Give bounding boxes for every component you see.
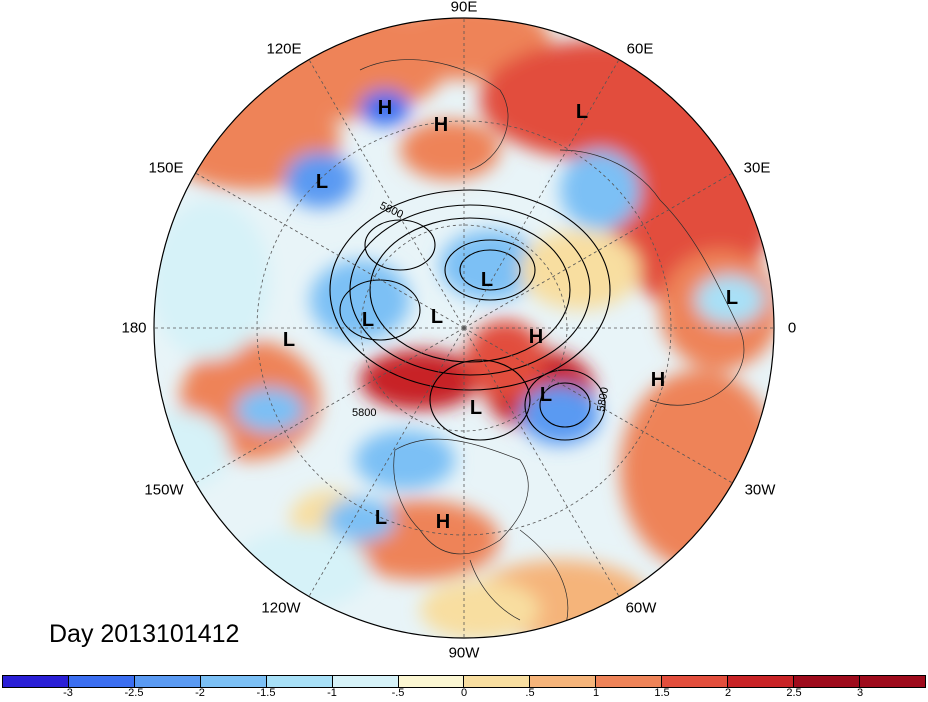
colorbar-tick-label: 0 — [460, 687, 468, 699]
colorbar-swatch — [596, 676, 663, 687]
anomaly-blob — [360, 90, 410, 126]
height-contour — [524, 369, 606, 441]
day-label: Day 2013101412 — [49, 620, 240, 648]
colorbar-swatch — [68, 676, 135, 687]
colorbar-tick-label: .5 — [525, 687, 535, 699]
high-pressure-marker: H — [378, 97, 392, 119]
anomaly-blob — [440, 230, 540, 300]
colorbar-swatch — [794, 676, 860, 687]
lon-label-0: 0 — [787, 319, 797, 337]
low-pressure-marker: L — [576, 101, 588, 123]
colorbar-tick-label: -2 — [195, 687, 205, 699]
lon-label-60w: 60W — [625, 599, 657, 617]
colorbar-swatch — [3, 676, 69, 687]
colorbar-swatch — [398, 676, 465, 687]
anomaly-blob — [520, 230, 640, 310]
colorbar-tick-label: -1 — [327, 687, 337, 699]
high-pressure-marker: H — [529, 326, 543, 348]
low-pressure-marker: L — [375, 507, 387, 529]
lon-label-30e: 30E — [743, 159, 771, 177]
anomaly-blob — [360, 350, 480, 410]
height-contour — [459, 249, 521, 291]
anomaly-blob — [420, 580, 540, 638]
anomaly-blob — [154, 200, 270, 360]
lon-label-150e: 150E — [148, 159, 184, 177]
longitude-line — [463, 327, 620, 597]
height-contour — [369, 217, 571, 363]
colorbar-tick-label: -.5 — [391, 687, 405, 699]
longitude-line — [195, 327, 465, 484]
colorbar-swatch — [266, 676, 333, 687]
longitude-line — [463, 172, 733, 329]
longitude-line — [308, 59, 465, 329]
anomaly-blob — [695, 275, 765, 325]
high-pressure-marker: H — [651, 369, 665, 391]
anomaly-blob — [355, 430, 455, 490]
low-pressure-marker: L — [431, 306, 443, 328]
colorbar-swatch — [332, 676, 399, 687]
colorbar-tick-label: -2.5 — [124, 687, 144, 699]
anomaly-blob — [325, 498, 395, 542]
anomaly-blob — [230, 530, 370, 610]
low-pressure-marker: L — [481, 269, 493, 291]
colorbar-swatch — [464, 676, 531, 687]
colorbar-tick-label: 1 — [592, 687, 600, 699]
map-boundary — [153, 17, 775, 639]
low-pressure-marker: L — [470, 397, 482, 419]
low-pressure-marker: L — [316, 171, 328, 193]
contour-label: 5800 — [595, 386, 611, 412]
height-contour — [329, 189, 611, 391]
anomaly-blob — [560, 150, 640, 230]
low-pressure-marker: L — [726, 287, 738, 309]
anomaly-blob — [154, 410, 230, 490]
longitude-line — [308, 327, 465, 597]
longitude-line — [463, 59, 620, 329]
coastline — [359, 59, 509, 171]
colorbar-tick-label: -3 — [63, 687, 73, 699]
lon-label-180: 180 — [121, 319, 147, 337]
height-contour — [364, 219, 436, 271]
lon-label-60e: 60E — [626, 40, 654, 58]
coastline — [393, 438, 529, 555]
colorbar-tick-label: 2.5 — [786, 687, 802, 699]
anomaly-blob — [520, 385, 600, 445]
height-contour — [444, 239, 536, 301]
low-pressure-marker: L — [283, 329, 295, 351]
low-pressure-marker: L — [362, 309, 374, 331]
height-contour — [339, 279, 421, 341]
colorbar — [2, 675, 926, 688]
lon-label-30w: 30W — [744, 481, 776, 499]
colorbar-swatch — [530, 676, 597, 687]
anomaly-blob — [235, 388, 305, 432]
lon-label-120e: 120E — [266, 40, 302, 58]
coastline — [559, 149, 745, 406]
height-contour — [539, 382, 591, 428]
colorbar-swatch — [134, 676, 201, 687]
contour-label: 5800 — [352, 407, 376, 419]
longitude-line — [463, 327, 733, 484]
colorbar-tick-label: 1.5 — [654, 687, 670, 699]
anomaly-blob — [620, 370, 774, 570]
high-pressure-marker: H — [436, 511, 450, 533]
anomaly-blob — [285, 152, 355, 208]
colorbar-swatch — [662, 676, 729, 687]
lon-label-90e: 90E — [450, 0, 478, 16]
colorbar-tick-label: 3 — [856, 687, 864, 699]
high-pressure-marker: H — [434, 114, 448, 136]
longitude-line — [195, 172, 465, 329]
lon-label-150w: 150W — [144, 481, 184, 499]
height-contour — [429, 359, 531, 441]
colorbar-tick-label: 2 — [724, 687, 732, 699]
anomaly-blob — [400, 120, 500, 180]
colorbar-swatch — [200, 676, 267, 687]
low-pressure-marker: L — [540, 384, 552, 406]
colorbar-tick-label: -1.5 — [256, 687, 276, 699]
pressure-markers: L H L L L H L L L H L L H L H — [283, 97, 738, 533]
lon-label-90w: 90W — [448, 644, 480, 662]
lon-label-120w: 120W — [261, 599, 301, 617]
colorbar-swatch — [859, 676, 925, 687]
colorbar-swatch — [728, 676, 795, 687]
